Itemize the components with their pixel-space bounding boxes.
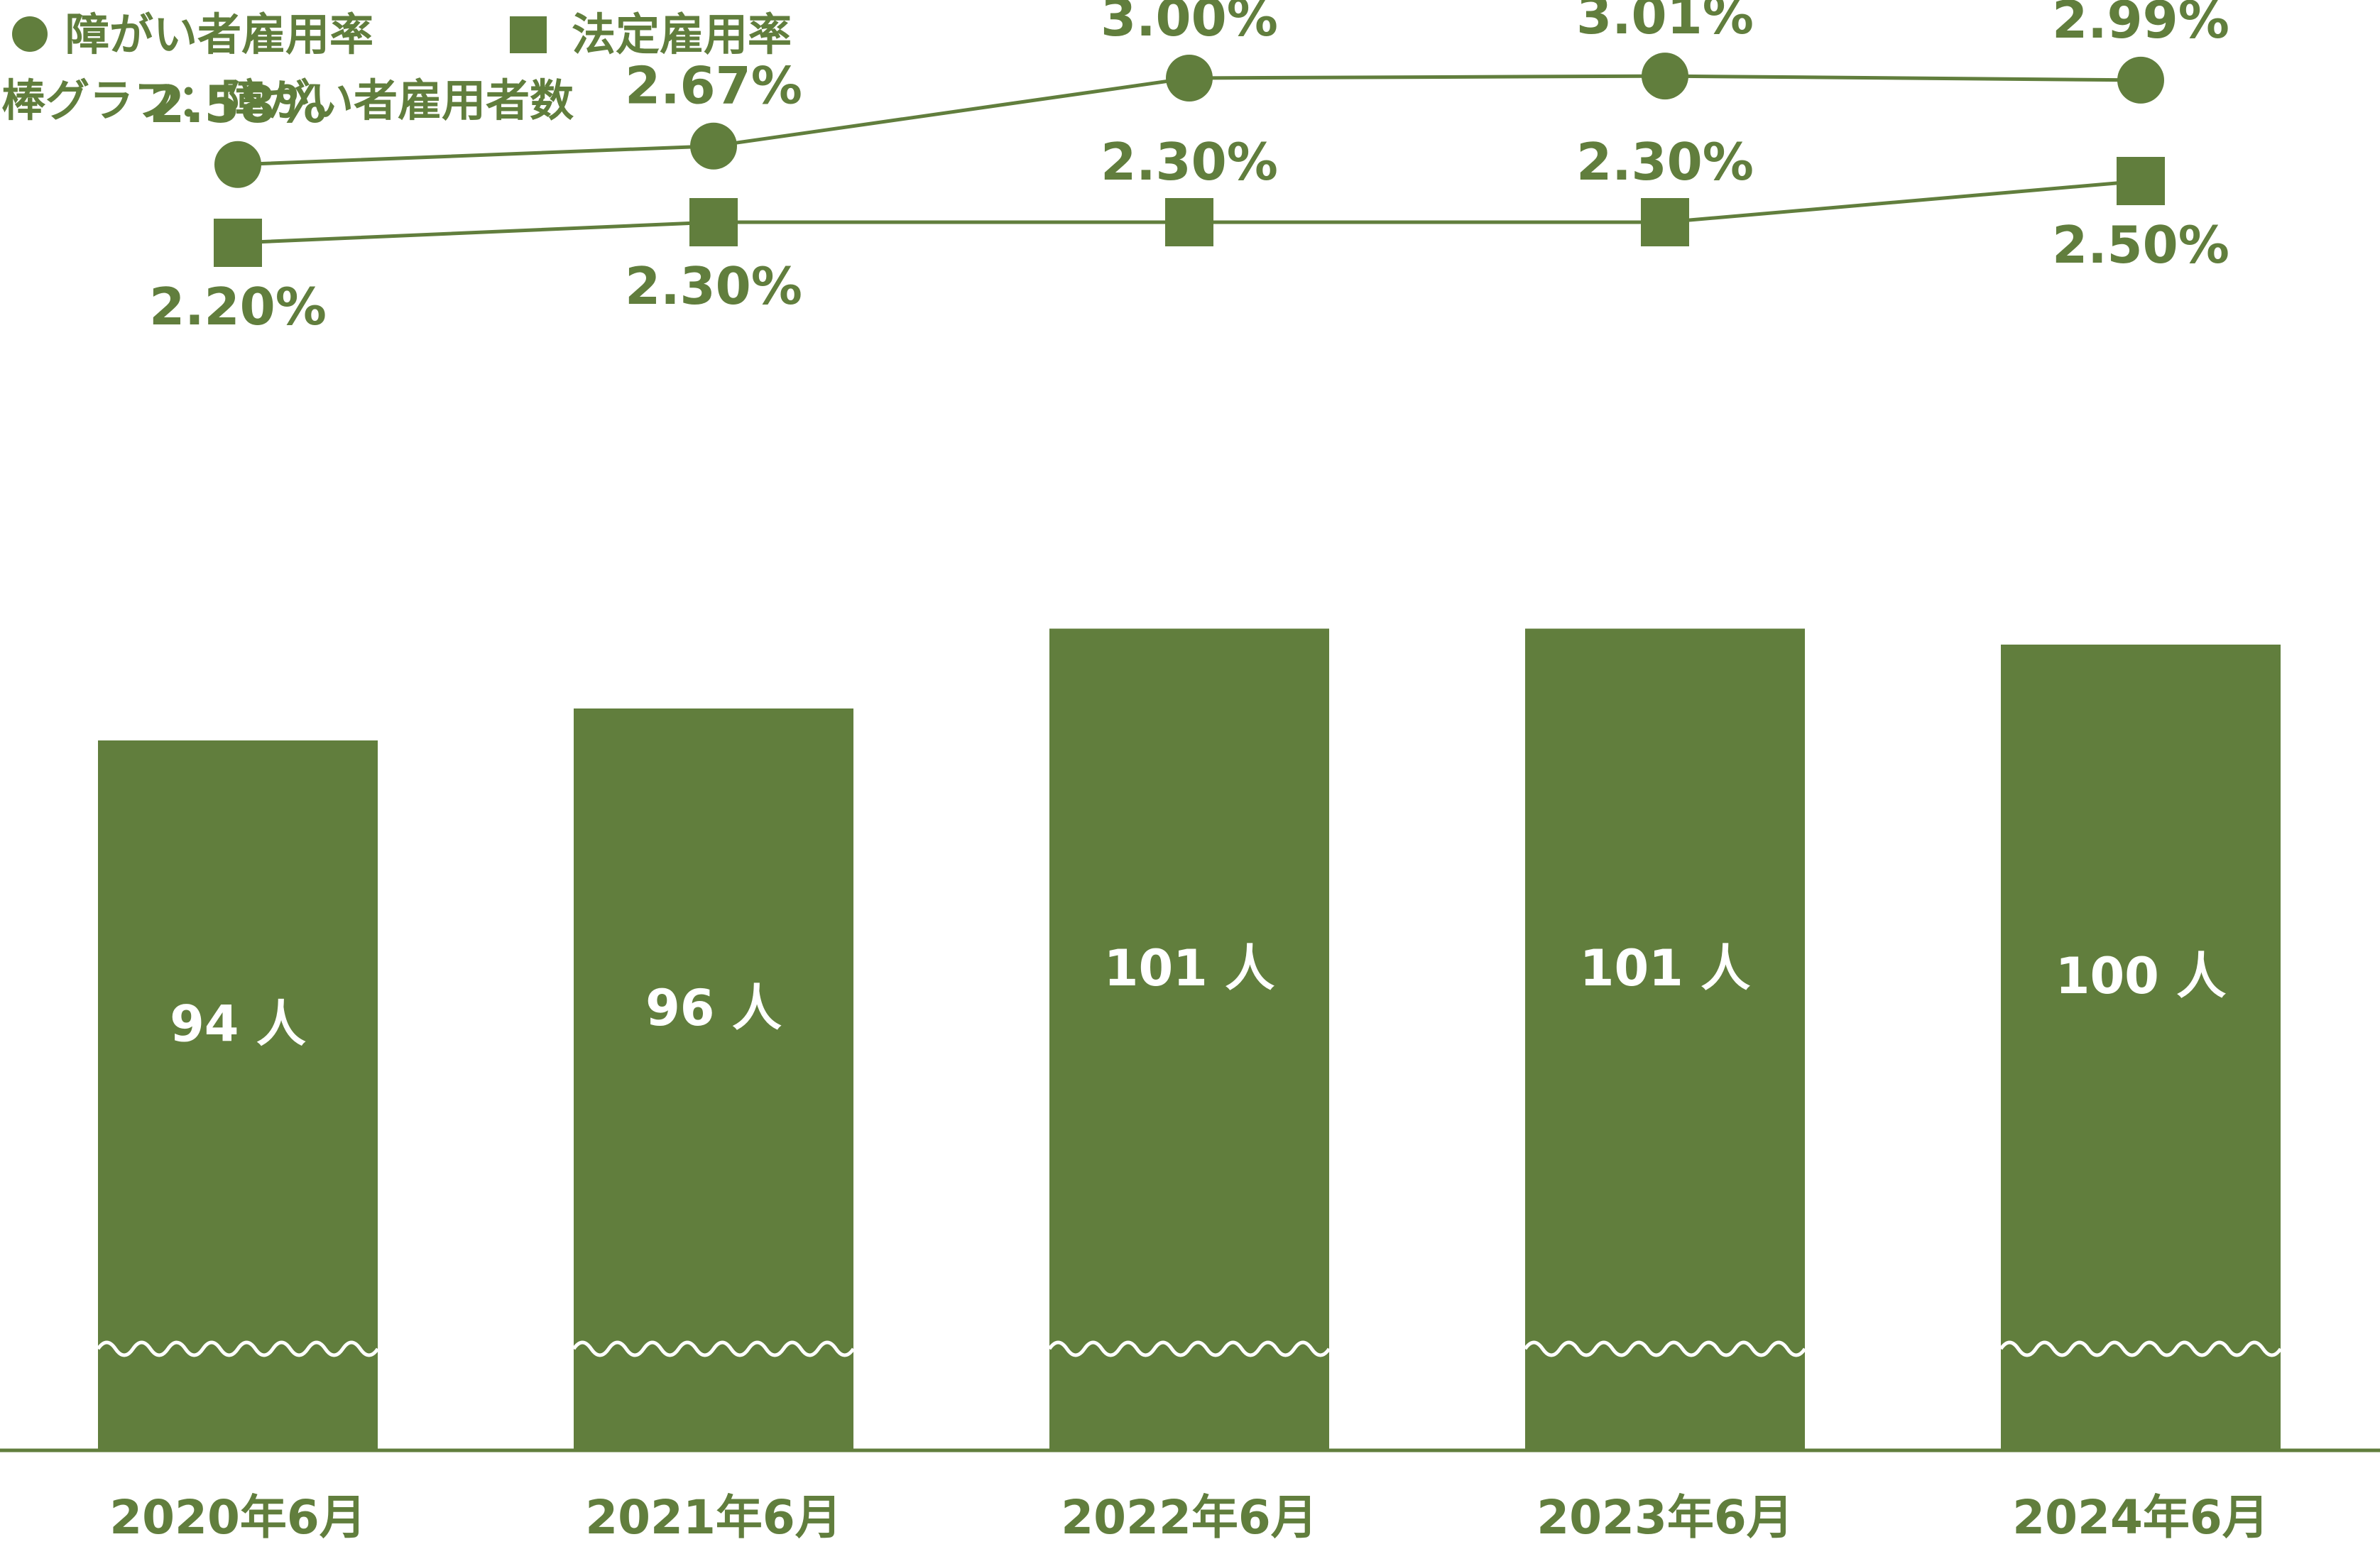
rate-label: 2.99% [2052, 0, 2229, 50]
legend-bar-note: 棒グラフ：障がい者雇用者数 [1, 75, 574, 126]
bar-value-label: 100 人 [2056, 947, 2227, 1005]
x-tick-label: 2023年6月 [1536, 1490, 1794, 1545]
bar [2001, 645, 2281, 1449]
bar [98, 740, 378, 1449]
rate-point [2117, 56, 2164, 104]
x-tick-label: 2024年6月 [2012, 1490, 2269, 1545]
legal-rate-label: 2.30% [1576, 132, 1754, 192]
legal-rate-label: 2.30% [625, 256, 802, 316]
legend: 障がい者雇用率 法定雇用率 棒グラフ：障がい者雇用者数 [1, 9, 792, 126]
rate-label: 2.67% [625, 56, 802, 116]
legend-square-marker [510, 16, 547, 53]
rate-point [1642, 53, 1688, 100]
x-tick-label: 2022年6月 [1061, 1490, 1318, 1545]
bar-value-label: 96 人 [645, 979, 782, 1037]
x-tick-label: 2020年6月 [109, 1490, 366, 1545]
bar [1525, 628, 1805, 1449]
legend-rate-label: 障がい者雇用率 [65, 9, 373, 60]
axis-break-wave [96, 1340, 380, 1357]
legal-rate-label: 2.50% [2052, 215, 2229, 275]
legend-legal-label: 法定雇用率 [572, 9, 792, 60]
legal-rate-point [689, 198, 738, 246]
rate-label: 3.00% [1101, 0, 1278, 48]
bar-value-label: 101 人 [1104, 939, 1275, 997]
x-tick-label: 2021年6月 [585, 1490, 842, 1545]
bar [1049, 628, 1329, 1449]
bar-value-label: 94 人 [170, 995, 306, 1054]
rate-point [1166, 55, 1213, 102]
bars-group: 94 人 96 人 101 人 101 人 100 人 [96, 628, 2283, 1449]
axis-break-wave [572, 1340, 856, 1357]
legal-rate-point [1165, 198, 1213, 246]
lines-group: 2.58% 2.67% 3.00% 3.01% 2.99% 2.20% 2.30% 2.30%… [149, 0, 2229, 336]
rate-label: 2.58% [149, 75, 327, 134]
axis-break-wave [1999, 1340, 2283, 1357]
x-axis: 2020年6月 2021年6月 2022年6月 2023年6月 2024年6月 [0, 1448, 2380, 1545]
legal-rate-point [2117, 157, 2165, 205]
bar [574, 708, 853, 1449]
rate-point [690, 122, 737, 170]
legal-rate-point [214, 219, 262, 267]
axis-break-wave [1047, 1340, 1331, 1357]
legal-rate-label: 2.20% [149, 277, 327, 336]
rate-point [214, 141, 261, 188]
axis-break-wave [1523, 1340, 1807, 1357]
legal-rate-point [1641, 198, 1689, 246]
bar-value-label: 101 人 [1580, 939, 1751, 997]
legal-rate-label: 2.30% [1101, 132, 1278, 192]
rate-label: 3.01% [1576, 0, 1754, 45]
legend-circle-marker [12, 16, 48, 52]
